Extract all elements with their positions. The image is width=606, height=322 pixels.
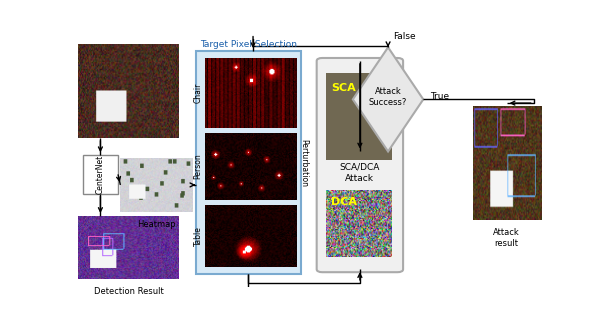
FancyBboxPatch shape	[317, 58, 403, 272]
Bar	[196, 51, 301, 274]
Text: ...: ...	[243, 205, 254, 215]
Text: Detection Result: Detection Result	[94, 287, 164, 296]
Text: Attack
Success?: Attack Success?	[369, 87, 407, 107]
Text: True: True	[430, 92, 450, 101]
Polygon shape	[353, 47, 423, 151]
Text: CenterNet: CenterNet	[96, 155, 105, 194]
Text: Table: Table	[193, 226, 202, 246]
Text: False: False	[393, 32, 415, 41]
Text: SCA/DCA
Attack: SCA/DCA Attack	[340, 162, 380, 183]
Text: Target Pixel Selection: Target Pixel Selection	[200, 40, 297, 49]
Text: SCA: SCA	[331, 83, 356, 93]
Text: Chair: Chair	[193, 83, 202, 103]
Text: Heatmap: Heatmap	[138, 220, 176, 229]
Text: Person: Person	[193, 154, 202, 179]
Text: Perturbation: Perturbation	[299, 138, 308, 187]
Bar	[83, 155, 118, 194]
Text: DCA: DCA	[331, 197, 357, 207]
Text: Attack
result: Attack result	[493, 228, 520, 248]
